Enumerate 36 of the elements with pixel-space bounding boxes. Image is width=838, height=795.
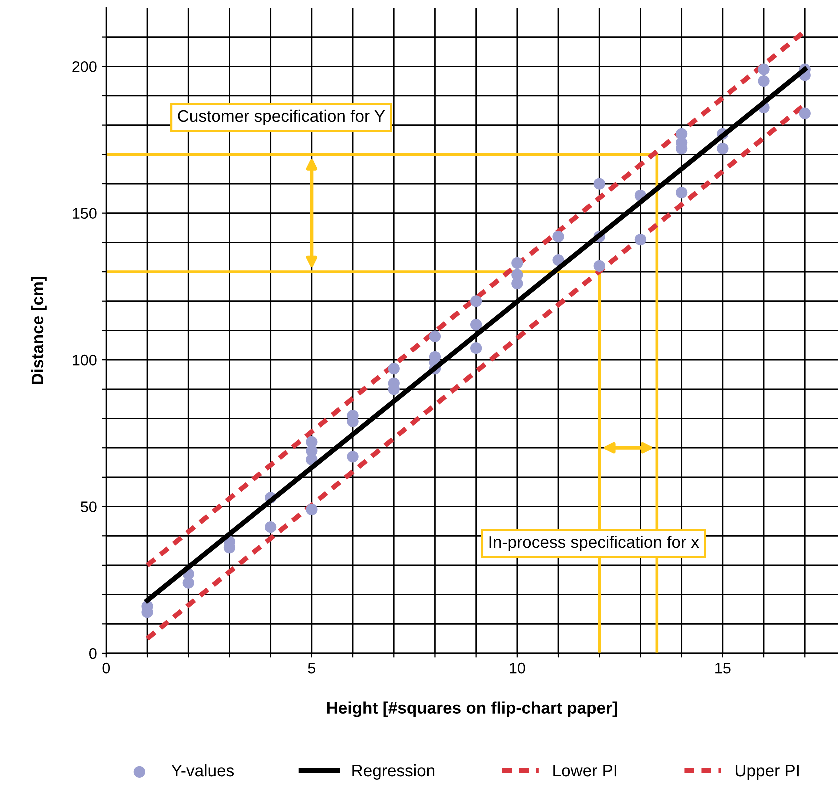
y-tick-label: 0 bbox=[90, 648, 97, 660]
point bbox=[265, 522, 277, 534]
point bbox=[306, 504, 318, 516]
point bbox=[552, 231, 564, 243]
point bbox=[594, 260, 606, 272]
point bbox=[634, 234, 647, 246]
x-tick-label: 15 bbox=[716, 663, 731, 674]
x-tick-label: 0 bbox=[102, 662, 110, 674]
y-axis-title: Distance [cm] bbox=[31, 277, 47, 384]
legend-label: Lower PI bbox=[554, 765, 617, 777]
y-tick-label: 150 bbox=[73, 208, 97, 220]
point bbox=[594, 178, 606, 190]
point bbox=[758, 75, 770, 88]
point bbox=[182, 577, 194, 589]
point bbox=[512, 257, 524, 270]
point bbox=[470, 296, 482, 308]
legend-label: Upper PI bbox=[736, 765, 799, 780]
x-tick-label: 10 bbox=[510, 662, 526, 674]
y-tick-label: 50 bbox=[81, 502, 97, 512]
point bbox=[758, 64, 770, 76]
point bbox=[470, 342, 482, 354]
point bbox=[676, 187, 688, 199]
point bbox=[429, 330, 442, 342]
y-tick-label: 100 bbox=[73, 354, 97, 366]
point bbox=[799, 108, 811, 120]
x-tick-label: 5 bbox=[308, 663, 316, 674]
point bbox=[470, 319, 482, 331]
point bbox=[347, 451, 359, 463]
annotation: Customer specification for Y bbox=[178, 110, 386, 126]
x-axis-title: Height [#squares on flip-chart paper] bbox=[327, 702, 618, 718]
y-tick-label: 200 bbox=[72, 62, 97, 72]
point bbox=[388, 363, 400, 375]
legend-label: Regression bbox=[352, 764, 435, 780]
legend-label: Y-values bbox=[172, 764, 234, 777]
point bbox=[717, 142, 729, 155]
annotation: In-process specification for x bbox=[490, 536, 700, 552]
